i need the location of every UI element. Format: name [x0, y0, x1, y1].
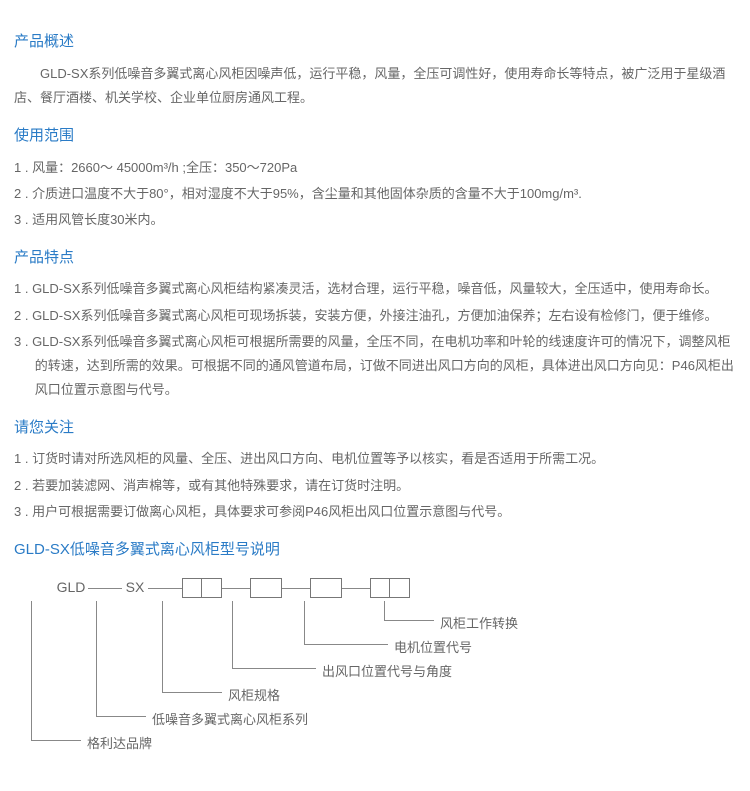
code-sx: SX	[122, 575, 148, 601]
connector-line	[282, 588, 310, 589]
drop-line	[162, 601, 222, 693]
code-box	[370, 578, 390, 598]
code-box	[390, 578, 410, 598]
section-title-scope: 使用范围	[14, 122, 736, 150]
feature-item: 3 . GLD-SX系列低噪音多翼式离心风柜可根据所需要的风量，全压不同，在电机…	[14, 330, 736, 402]
diagram-label: 电机位置代号	[394, 636, 472, 660]
overview-paragraph: GLD-SX系列低噪音多翼式离心风柜因噪声低，运行平稳，风量，全压可调性好，使用…	[14, 62, 736, 110]
diagram-label: 风柜规格	[228, 684, 280, 708]
scope-item: 2 . 介质进口温度不大于80°，相对湿度不大于95%，含尘量和其他固体杂质的含…	[14, 182, 736, 206]
attention-item: 2 . 若要加装滤网、消声棉等，或有其他特殊要求，请在订货时注明。	[14, 474, 736, 498]
diagram-label: 格利达品牌	[87, 732, 152, 756]
diagram-label: 出风口位置代号与角度	[322, 660, 452, 684]
drop-line	[31, 601, 81, 741]
section-title-features: 产品特点	[14, 244, 736, 272]
section-title-diagram: GLD-SX低噪音多翼式离心风柜型号说明	[14, 536, 736, 564]
feature-item: 1 . GLD-SX系列低噪音多翼式离心风柜结构紧凑灵活，选材合理，运行平稳，噪…	[14, 277, 736, 301]
model-code-diagram: GLD SX 风柜工作转换 电机位置代号 出风口位置代号与角度 风柜规格 低噪音…	[14, 575, 736, 775]
code-box	[182, 578, 202, 598]
code-gld: GLD	[54, 575, 88, 601]
code-box	[250, 578, 282, 598]
diagram-label: 风柜工作转换	[440, 612, 518, 636]
attention-item: 1 . 订货时请对所选风柜的风量、全压、进出风口方向、电机位置等予以核实，看是否…	[14, 447, 736, 471]
connector-line	[148, 588, 182, 589]
feature-item: 2 . GLD-SX系列低噪音多翼式离心风柜可现场拆装，安装方便，外接注油孔，方…	[14, 304, 736, 328]
section-title-overview: 产品概述	[14, 28, 736, 56]
attention-item: 3 . 用户可根据需要订做离心风柜，具体要求可参阅P46风柜出风口位置示意图与代…	[14, 500, 736, 524]
code-box	[310, 578, 342, 598]
scope-item: 3 . 适用风管长度30米内。	[14, 208, 736, 232]
drop-line	[96, 601, 146, 717]
scope-item: 1 . 风量：2660～ 45000m³/h ;全压：350～720Pa	[14, 156, 736, 180]
diagram-top-row: GLD SX	[54, 575, 736, 601]
code-box	[202, 578, 222, 598]
drop-line	[304, 601, 388, 645]
drop-line	[232, 601, 316, 669]
diagram-label: 低噪音多翼式离心风柜系列	[152, 708, 308, 732]
drop-line	[384, 601, 434, 621]
connector-line	[342, 588, 370, 589]
section-title-attention: 请您关注	[14, 414, 736, 442]
connector-line	[222, 588, 250, 589]
connector-line	[88, 588, 122, 589]
